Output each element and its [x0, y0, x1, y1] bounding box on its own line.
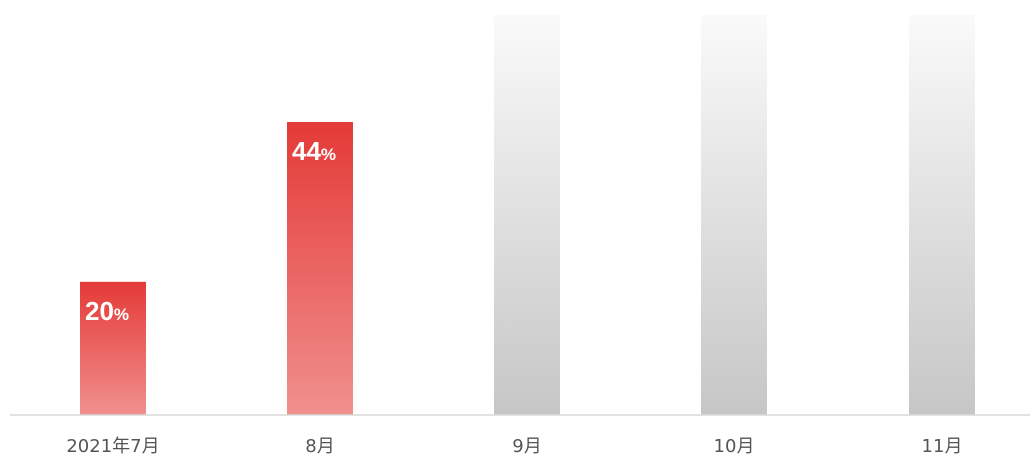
bar	[287, 122, 353, 415]
x-tick-label: 9月	[512, 436, 541, 457]
x-tick-label: 10月	[714, 436, 755, 457]
bar-data-label: 20%	[85, 296, 129, 326]
x-tick-label: 2021年7月	[66, 436, 159, 457]
bar	[80, 281, 146, 415]
bars-layer: 20% 44%	[80, 15, 975, 415]
placeholder-bar	[909, 15, 975, 415]
placeholder-bar	[494, 15, 560, 415]
x-axis-ticks: 2021年7月 8月 9月 10月 11月	[66, 436, 962, 457]
x-tick-label: 11月	[922, 436, 963, 457]
placeholder-bar	[701, 15, 767, 415]
x-tick-label: 8月	[305, 436, 334, 457]
bar-data-label: 44%	[292, 136, 336, 166]
